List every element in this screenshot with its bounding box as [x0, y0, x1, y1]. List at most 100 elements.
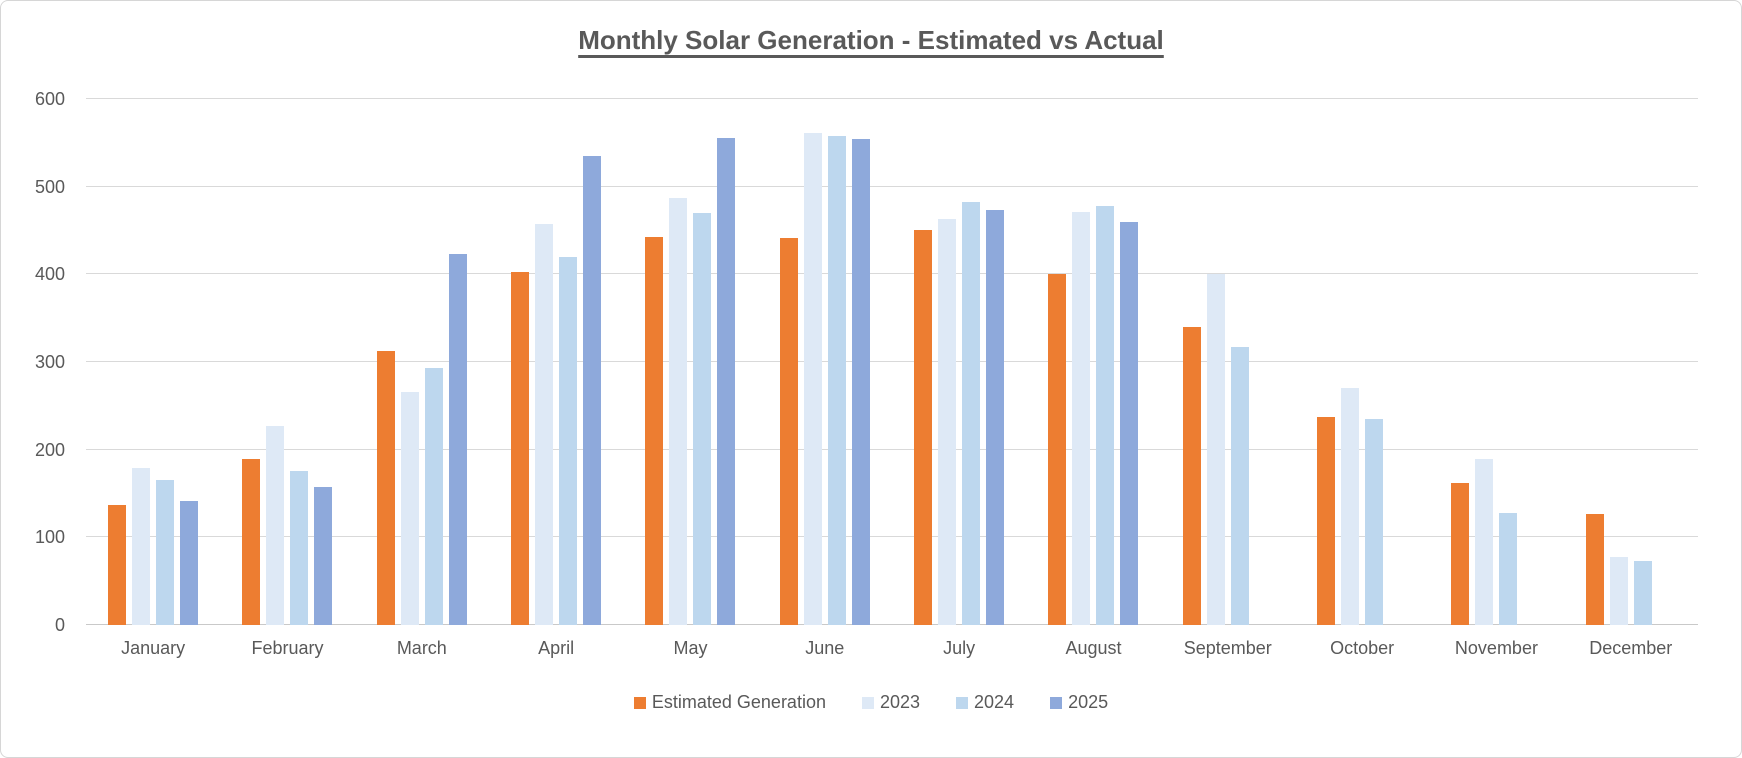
bar	[1182, 326, 1201, 625]
gridline	[86, 273, 1698, 275]
bar	[1365, 418, 1384, 625]
x-axis-category-label: May	[673, 638, 708, 658]
bar	[851, 139, 870, 625]
bar-group-september	[1161, 99, 1295, 625]
bar-group-june	[758, 99, 892, 625]
bar	[180, 501, 199, 625]
bar	[559, 256, 578, 625]
bars-container	[86, 99, 1698, 625]
bar	[1096, 205, 1115, 625]
bar	[290, 470, 309, 625]
bar	[1048, 274, 1067, 625]
legend-item: 2025	[1050, 692, 1108, 713]
bar-group-october	[1295, 99, 1429, 625]
bar-group-march	[355, 99, 489, 625]
bar	[108, 504, 127, 625]
legend-swatch-icon	[633, 696, 646, 709]
legend-item: Estimated Generation	[633, 692, 826, 713]
bar	[156, 480, 175, 625]
gridline	[86, 98, 1698, 99]
bar	[376, 351, 395, 625]
y-axis-tick-label: 300	[34, 352, 65, 372]
gridline	[86, 361, 1698, 362]
x-axis-category-label: September	[1183, 638, 1272, 658]
bar	[1230, 347, 1249, 625]
bar	[914, 229, 933, 625]
bar	[1451, 482, 1470, 625]
bar	[717, 137, 736, 625]
bar	[424, 368, 443, 625]
x-axis-category-label: October	[1330, 638, 1395, 658]
x-axis-category-label: August	[1065, 638, 1122, 658]
bar-group-april	[489, 99, 623, 625]
x-axis-category-label: June	[805, 638, 845, 658]
bar	[1633, 561, 1652, 625]
y-axis-tick-label: 200	[34, 439, 65, 460]
x-axis-category-label: March	[396, 638, 447, 658]
y-axis: 0 100 200 300 400 500 600	[1, 90, 65, 634]
bar	[1341, 388, 1360, 625]
bar	[132, 468, 151, 625]
x-axis-category-label: July	[943, 638, 976, 658]
legend-item: 2023	[861, 692, 921, 713]
chart-title: Monthly Solar Generation - Estimated vs …	[578, 25, 1164, 55]
bar	[693, 212, 712, 625]
bar	[448, 254, 467, 625]
bar	[266, 426, 285, 625]
legend-swatch-icon	[1050, 696, 1063, 709]
legend-item: 2024	[956, 692, 1014, 713]
gridline	[86, 185, 1698, 187]
bar	[314, 486, 333, 625]
x-axis-category-label: April	[538, 638, 575, 658]
bar	[1206, 274, 1225, 625]
legend-label: Estimated Generation	[651, 692, 826, 712]
bar	[1072, 212, 1091, 625]
bar	[1120, 221, 1139, 625]
bar-group-july	[892, 99, 1026, 625]
bar	[1585, 513, 1604, 625]
bar-group-february	[220, 99, 354, 625]
x-axis-line	[86, 624, 1698, 625]
bar-group-may	[623, 99, 757, 625]
legend-label: 2023	[879, 692, 921, 712]
bar	[645, 236, 664, 625]
bar	[1499, 512, 1518, 625]
x-axis-category-label: January	[121, 638, 186, 658]
y-axis-tick-label: 100	[34, 527, 65, 548]
bar	[1609, 556, 1628, 625]
bar	[962, 202, 981, 625]
x-axis-category-label: November	[1454, 638, 1538, 658]
bar	[535, 224, 554, 625]
legend-swatch-icon	[861, 696, 874, 709]
bar	[779, 237, 798, 625]
bar	[511, 271, 530, 625]
y-axis-tick-label: 400	[34, 264, 65, 285]
bar	[803, 133, 822, 625]
gridlines	[86, 98, 1698, 625]
bar-group-december	[1564, 99, 1698, 625]
bar	[583, 155, 602, 625]
legend-label: 2025	[1068, 692, 1109, 712]
bar	[1317, 417, 1336, 625]
bar	[938, 219, 957, 625]
y-axis-tick-label: 500	[34, 176, 65, 197]
bar	[827, 135, 846, 625]
legend: Estimated Generation 2023 2024 2025	[1, 692, 1741, 713]
y-axis-tick-label: 600	[34, 89, 65, 109]
x-axis: January February March April May June July Augu…	[86, 638, 1698, 659]
plot-area	[86, 98, 1698, 625]
bar-group-november	[1429, 99, 1563, 625]
legend-label: 2024	[974, 692, 1015, 712]
bar	[986, 210, 1005, 625]
bar-group-august	[1026, 99, 1160, 625]
y-axis-tick-label: 0	[54, 615, 65, 635]
legend-swatch-icon	[956, 696, 969, 709]
x-axis-category-label: December	[1589, 638, 1673, 658]
x-axis-category-label: February	[251, 638, 324, 658]
gridline	[86, 536, 1698, 538]
bar-group-january	[86, 99, 220, 625]
gridline	[86, 448, 1698, 450]
bar	[669, 198, 688, 625]
bar	[400, 391, 419, 625]
